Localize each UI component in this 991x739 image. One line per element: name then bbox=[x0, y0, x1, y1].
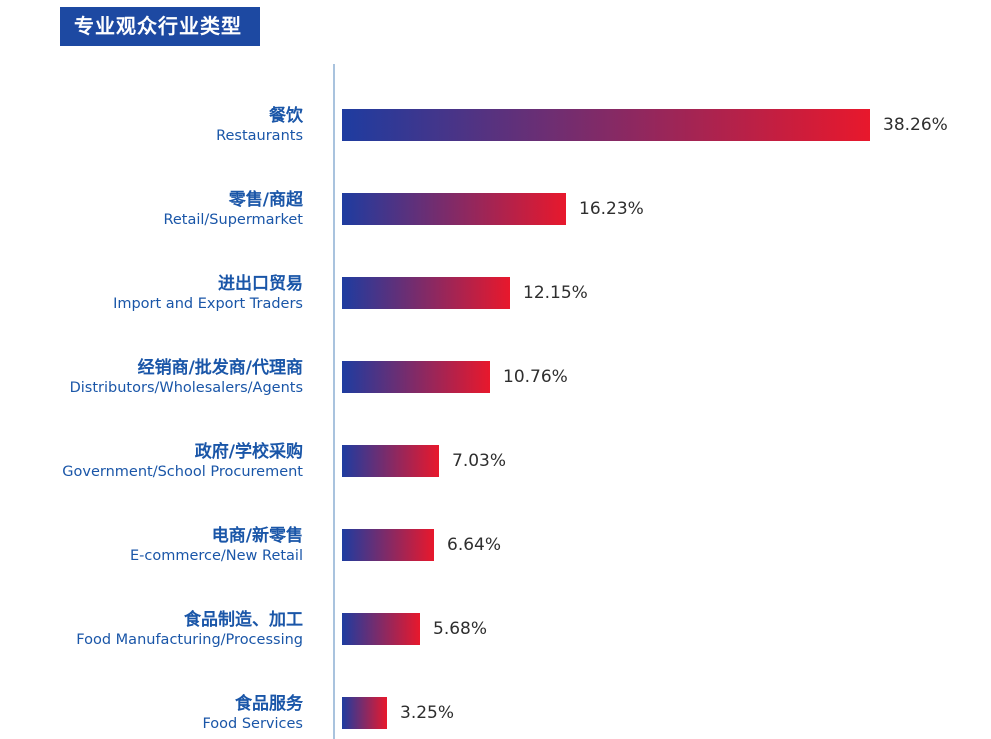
bar-chart: 餐饮 Restaurants 38.26% 零售/商超 Retail/Supermark… bbox=[0, 83, 991, 739]
bar-area: 16.23% bbox=[335, 193, 644, 225]
category-label-en: Distributors/Wholesalers/Agents bbox=[69, 379, 303, 396]
category-label-zh: 食品服务 bbox=[235, 693, 303, 714]
category-label-en: Government/School Procurement bbox=[62, 463, 303, 480]
category-label-en: Retail/Supermarket bbox=[163, 211, 303, 228]
chart-row: 餐饮 Restaurants 38.26% bbox=[0, 83, 991, 167]
category-label: 餐饮 Restaurants bbox=[0, 105, 335, 146]
category-label-en: Food Manufacturing/Processing bbox=[76, 631, 303, 648]
value-label: 3.25% bbox=[400, 703, 455, 723]
bar-area: 38.26% bbox=[335, 109, 948, 141]
category-label-zh: 食品制造、加工 bbox=[184, 609, 303, 630]
category-label-zh: 政府/学校采购 bbox=[194, 441, 303, 462]
chart-title: 专业观众行业类型 bbox=[74, 14, 242, 38]
bar-area: 6.64% bbox=[335, 529, 501, 561]
chart-row: 进出口贸易 Import and Export Traders 12.15% bbox=[0, 251, 991, 335]
category-label: 电商/新零售 E-commerce/New Retail bbox=[0, 525, 335, 566]
bar bbox=[342, 277, 510, 309]
bar bbox=[342, 361, 490, 393]
bar-area: 5.68% bbox=[335, 613, 487, 645]
category-label: 进出口贸易 Import and Export Traders bbox=[0, 273, 335, 314]
chart-row: 经销商/批发商/代理商 Distributors/Wholesalers/Agen… bbox=[0, 335, 991, 419]
category-label-zh: 进出口贸易 bbox=[218, 273, 303, 294]
category-label-zh: 零售/商超 bbox=[228, 189, 303, 210]
value-label: 12.15% bbox=[523, 283, 588, 303]
chart-title-box: 专业观众行业类型 bbox=[60, 7, 260, 46]
category-label-en: Restaurants bbox=[216, 127, 303, 144]
bar-area: 12.15% bbox=[335, 277, 588, 309]
category-label: 经销商/批发商/代理商 Distributors/Wholesalers/Agen… bbox=[0, 357, 335, 398]
chart-row: 电商/新零售 E-commerce/New Retail 6.64% bbox=[0, 503, 991, 587]
chart-row: 零售/商超 Retail/Supermarket 16.23% bbox=[0, 167, 991, 251]
category-label: 食品服务 Food Services bbox=[0, 693, 335, 734]
category-label-en: E-commerce/New Retail bbox=[129, 547, 303, 564]
value-label: 16.23% bbox=[579, 199, 644, 219]
value-label: 7.03% bbox=[452, 451, 507, 471]
bar bbox=[342, 109, 870, 141]
value-label: 6.64% bbox=[447, 535, 502, 555]
chart-row: 食品制造、加工 Food Manufacturing/Processing 5.68… bbox=[0, 587, 991, 671]
value-label: 5.68% bbox=[433, 619, 488, 639]
bar bbox=[342, 529, 434, 561]
bar-area: 7.03% bbox=[335, 445, 506, 477]
y-axis-line bbox=[333, 64, 335, 739]
bar bbox=[342, 613, 420, 645]
category-label-zh: 电商/新零售 bbox=[211, 525, 303, 546]
category-label: 政府/学校采购 Government/School Procurement bbox=[0, 441, 335, 482]
category-label-en: Import and Export Traders bbox=[113, 295, 303, 312]
category-label: 零售/商超 Retail/Supermarket bbox=[0, 189, 335, 230]
chart-row: 政府/学校采购 Government/School Procurement 7.03… bbox=[0, 419, 991, 503]
value-label: 10.76% bbox=[503, 367, 568, 387]
category-label-en: Food Services bbox=[202, 715, 303, 732]
bar bbox=[342, 697, 387, 729]
bar-area: 3.25% bbox=[335, 697, 454, 729]
value-label: 38.26% bbox=[883, 115, 948, 135]
category-label-zh: 经销商/批发商/代理商 bbox=[137, 357, 303, 378]
bar bbox=[342, 193, 566, 225]
category-label: 食品制造、加工 Food Manufacturing/Processing bbox=[0, 609, 335, 650]
bar bbox=[342, 445, 439, 477]
category-label-zh: 餐饮 bbox=[269, 105, 303, 126]
bar-area: 10.76% bbox=[335, 361, 568, 393]
chart-row: 食品服务 Food Services 3.25% bbox=[0, 671, 991, 739]
